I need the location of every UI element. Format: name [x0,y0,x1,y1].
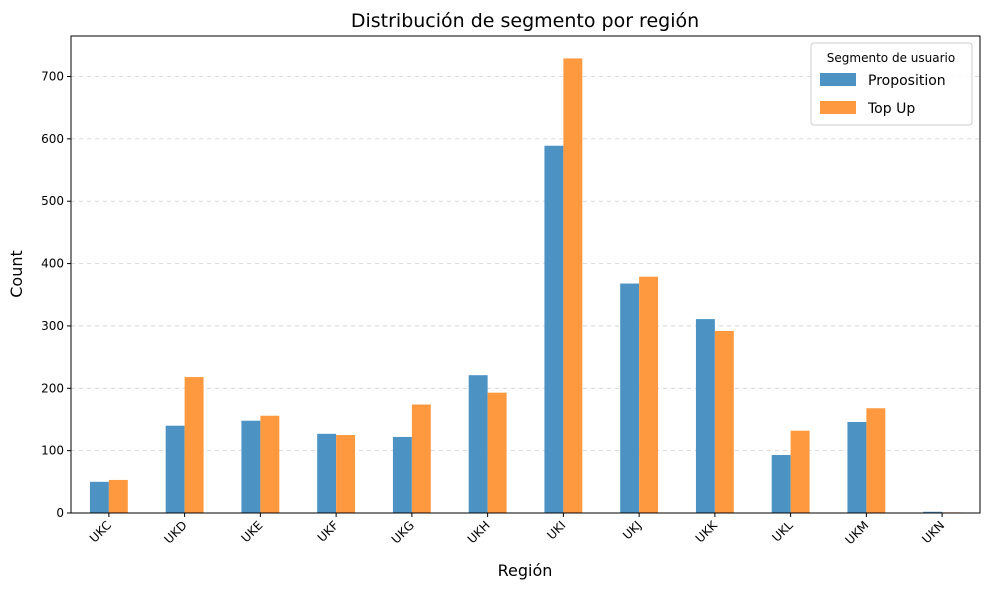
x-tick-label: UKI [544,518,568,542]
legend: Segmento de usuario Proposition Top Up [810,42,973,126]
y-tick-label: 500 [41,194,64,208]
bar-top-up-ukh [487,392,507,513]
bar-proposition-ukg [392,436,412,513]
y-tick-label: 400 [41,257,64,271]
x-tick-label: UKC [87,518,114,545]
legend-swatch-proposition [820,73,856,86]
x-tick-label: UKL [769,518,796,545]
bar-top-up-ukm [866,408,886,513]
bar-proposition-ukj [620,283,640,513]
y-tick-label: 0 [56,506,64,520]
bar-proposition-uke [241,420,261,513]
x-tick-label: UKE [238,518,265,545]
bar-top-up-ukg [411,404,431,513]
bar-top-up-uki [563,58,583,514]
x-tick-label: UKH [465,518,493,546]
y-tick-label: 300 [41,319,64,333]
bar-proposition-ukm [847,421,867,513]
grid-lines [71,76,980,452]
x-tick-label: UKD [162,518,190,546]
bar-proposition-ukd [165,425,185,513]
bar-top-up-ukj [639,276,659,513]
bar-proposition-ukh [468,375,488,513]
bar-top-up-ukd [184,377,204,513]
x-tick-label: UKK [693,517,721,545]
bar-top-up-ukk [714,330,734,513]
bar-proposition-ukl [771,455,791,513]
bar-proposition-ukn [923,511,943,513]
bar-top-up-uke [260,415,280,513]
y-axis-ticks: 0 100 200 300 400 500 600 700 [41,70,71,520]
plot-frame [70,35,981,514]
y-tick-label: 200 [41,381,64,395]
x-tick-label: UKM [842,518,871,547]
x-tick-label: UKF [315,518,342,545]
y-tick-label: 600 [41,132,64,146]
x-tick-label: UKN [919,518,947,546]
legend-label-proposition: Proposition [868,73,946,89]
legend-label-top-up: Top Up [867,101,915,117]
chart-title: Distribución de segmento por región [351,10,699,32]
y-axis-label: Count [7,250,26,298]
bars [89,58,962,514]
bar-proposition-ukc [89,481,109,513]
bar-proposition-ukk [695,319,715,513]
y-tick-label: 700 [41,70,64,84]
legend-swatch-top-up [820,101,856,114]
x-tick-label: UKJ [620,518,644,542]
x-axis-label: Región [498,561,553,580]
bar-top-up-ukl [790,430,810,513]
bar-top-up-ukc [108,479,128,513]
x-tick-label: UKG [389,518,417,546]
bar-top-up-ukf [336,435,356,513]
y-tick-label: 100 [41,444,64,458]
legend-title: Segmento de usuario [827,51,955,65]
bar-proposition-ukf [317,433,337,513]
x-axis-ticks: UKC UKD UKE UKF UKG UKH UKI UKJ UKK UKL UKM UKN [87,513,947,547]
bar-proposition-uki [544,145,564,513]
